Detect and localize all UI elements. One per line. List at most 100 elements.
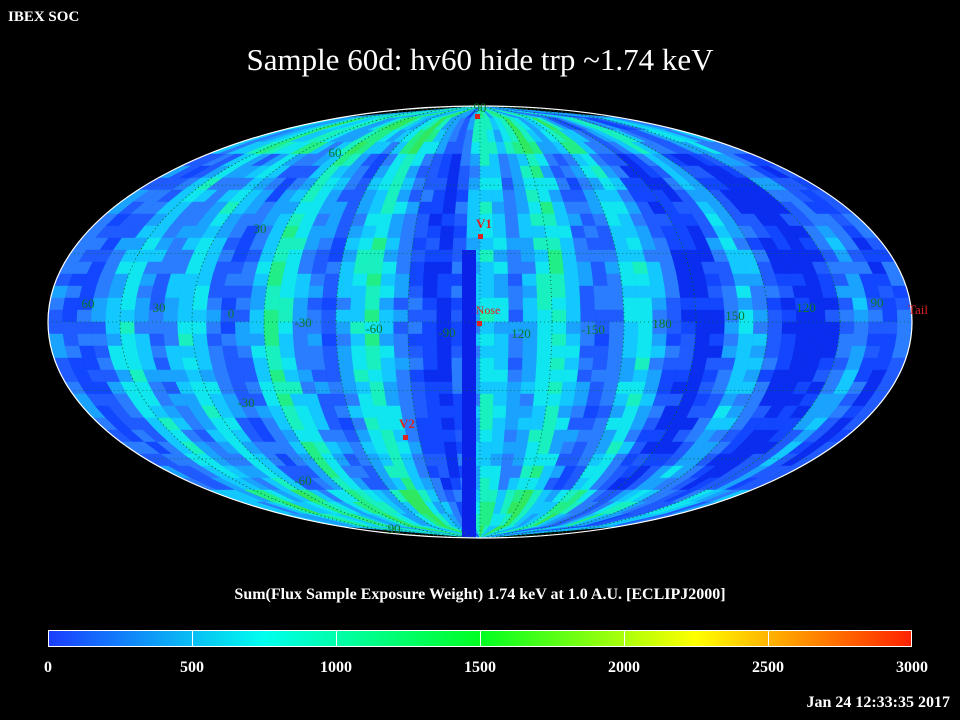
- flux-cell: [263, 309, 279, 323]
- flux-cell: [119, 309, 136, 323]
- flux-cell: [544, 225, 560, 239]
- flux-cell: [402, 213, 418, 227]
- flux-cell: [535, 369, 551, 383]
- flux-cell: [479, 141, 490, 155]
- flux-cell: [763, 345, 781, 359]
- flux-cell: [621, 285, 638, 299]
- flux-cell: [631, 261, 649, 275]
- flux-cell: [546, 237, 562, 251]
- flux-cell: [445, 453, 459, 467]
- flux-cell: [447, 465, 461, 479]
- flux-cell: [395, 369, 412, 383]
- flux-cell: [249, 333, 266, 347]
- flux-cell: [695, 309, 711, 323]
- flux-cell: [337, 273, 354, 287]
- flux-cell: [522, 345, 538, 359]
- flux-cell: [409, 261, 425, 275]
- flux-cell: [709, 309, 726, 323]
- flux-cell: [479, 345, 495, 359]
- flux-cell: [350, 345, 367, 359]
- flux-cell: [297, 369, 315, 383]
- flux-cell: [503, 201, 518, 215]
- flux-cell: [535, 273, 552, 287]
- flux-cell: [752, 309, 769, 323]
- flux-cell: [534, 381, 550, 395]
- flux-cell: [293, 285, 310, 299]
- flux-cell: [751, 297, 768, 311]
- flux-cell: [735, 345, 753, 359]
- flux-cell: [837, 333, 855, 347]
- flux-cell: [781, 309, 798, 323]
- flux-cell: [292, 333, 309, 347]
- flux-cell: [264, 333, 280, 347]
- flux-cell: [308, 345, 325, 359]
- flux-cell: [149, 333, 166, 347]
- flux-cell: [335, 333, 352, 347]
- flux-cell: [164, 345, 183, 359]
- flux-cell: [563, 273, 580, 287]
- flux-cell: [235, 297, 252, 311]
- flux-cell: [839, 321, 855, 335]
- flux-cell: [250, 345, 268, 359]
- flux-cell: [680, 297, 696, 311]
- flux-cell: [479, 417, 494, 431]
- flux-cell: [618, 261, 635, 275]
- flux-cell: [708, 333, 725, 347]
- flux-cell: [522, 297, 538, 311]
- flux-cell: [321, 309, 337, 323]
- flux-cell: [407, 321, 423, 335]
- flux-cell: [224, 273, 242, 287]
- flux-cell: [442, 429, 457, 443]
- flux-cell: [780, 297, 797, 311]
- flux-cell: [400, 225, 416, 239]
- flux-cell: [263, 321, 279, 335]
- flux-cell: [355, 249, 372, 263]
- flux-cell: [220, 333, 237, 347]
- flux-cell: [559, 393, 576, 407]
- flux-cell: [529, 417, 545, 431]
- flux-cell: [493, 369, 509, 383]
- flux-cell: [398, 393, 414, 407]
- colorbar-tick: [336, 631, 337, 646]
- flux-cell: [441, 213, 456, 227]
- flux-cell: [467, 201, 481, 215]
- flux-cell: [436, 345, 452, 359]
- flux-cell: [394, 273, 411, 287]
- flux-cell: [588, 381, 605, 395]
- flux-cell: [796, 321, 812, 335]
- flux-cell: [479, 429, 493, 443]
- colorbar-tick: [624, 631, 625, 646]
- flux-cell: [249, 309, 265, 323]
- flux-cell: [379, 285, 396, 299]
- flux-cell: [664, 345, 681, 359]
- flux-cell: [236, 345, 254, 359]
- lon-label-30: 30: [153, 300, 166, 315]
- flux-cell: [559, 237, 576, 251]
- flux-cell: [407, 333, 424, 347]
- flux-cell: [518, 405, 534, 419]
- lon-label-minus-150: -150: [581, 322, 605, 337]
- flux-cell: [424, 249, 440, 263]
- flux-cell: [824, 309, 841, 323]
- flux-cell: [454, 201, 469, 215]
- flux-cell: [491, 189, 505, 203]
- flux-cell: [121, 345, 140, 359]
- flux-cell: [579, 297, 596, 311]
- flux-cell: [621, 345, 638, 359]
- flux-cell: [408, 357, 425, 371]
- lat-label-90: 90: [474, 100, 487, 115]
- flux-cell: [398, 237, 414, 251]
- flux-cell: [502, 189, 517, 203]
- flux-cell: [566, 309, 582, 323]
- flux-cell: [148, 321, 164, 335]
- flux-cell: [164, 285, 183, 299]
- flux-cell: [544, 405, 560, 419]
- flux-cell: [622, 297, 639, 311]
- flux-cell: [550, 285, 567, 299]
- flux-cell: [620, 357, 637, 371]
- flux-cell: [339, 261, 356, 275]
- flux-cell: [265, 345, 282, 359]
- flux-cell: [777, 285, 796, 299]
- flux-cell: [651, 297, 668, 311]
- lon-label-60: 60: [82, 296, 95, 311]
